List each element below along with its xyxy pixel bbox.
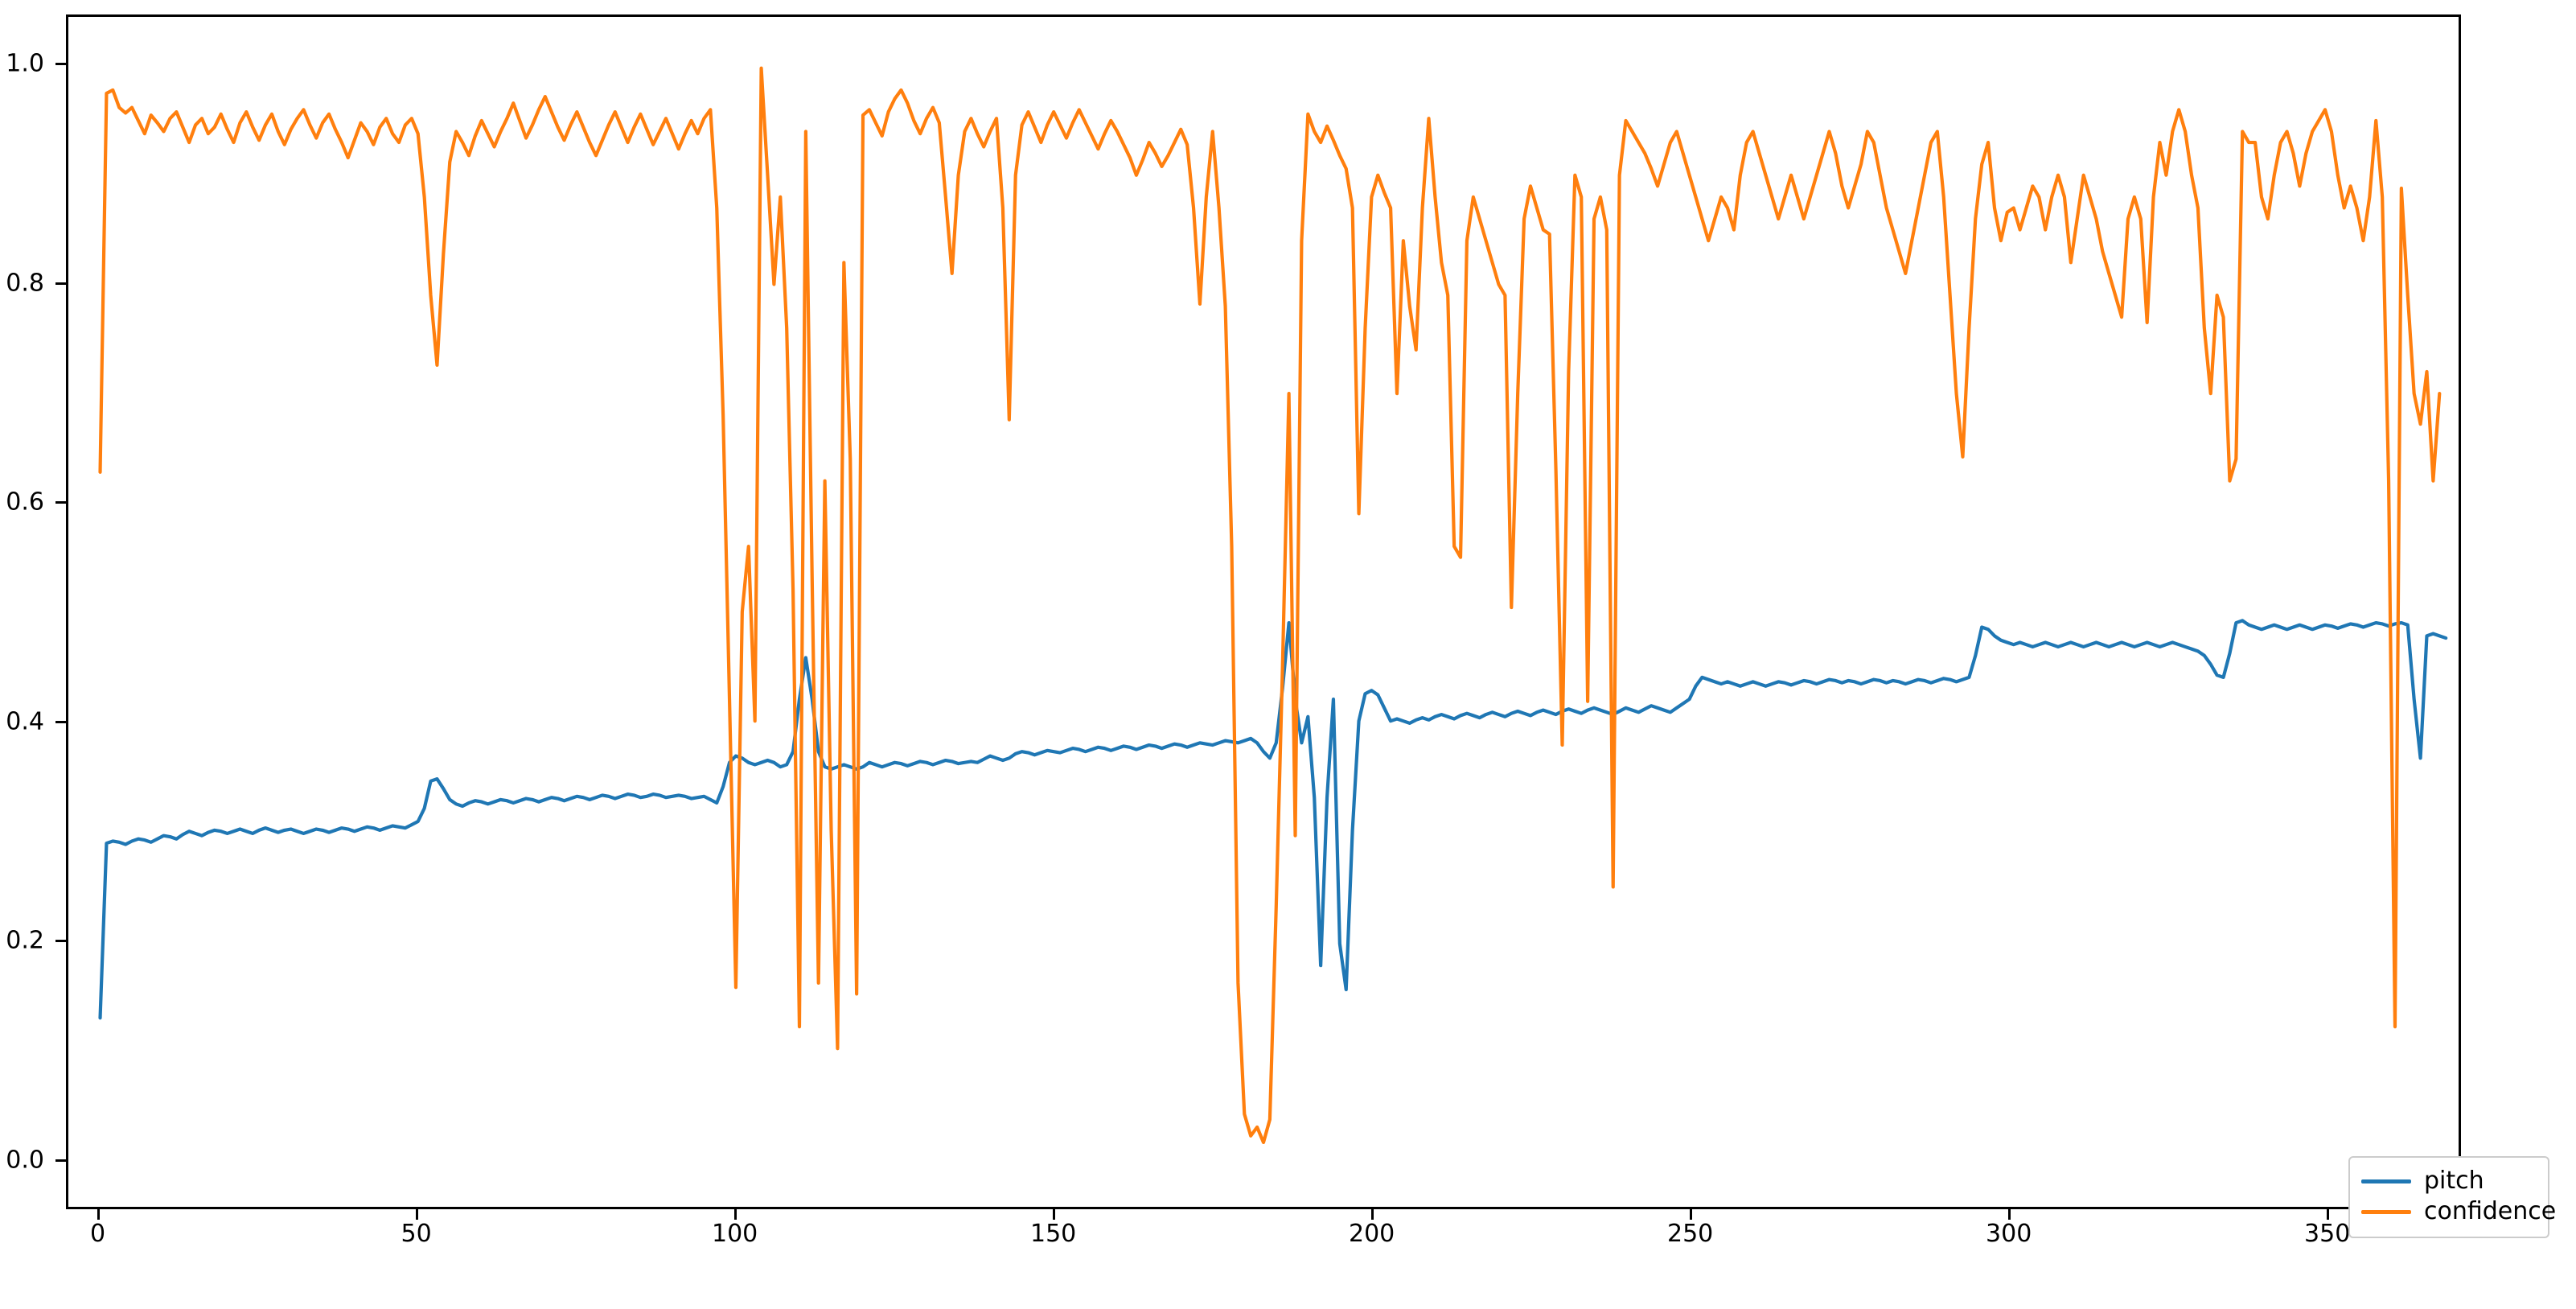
- y-axis-tick-label: 0.2: [6, 926, 44, 955]
- y-axis-tick-mark: [55, 501, 66, 504]
- x-axis-tick-mark: [415, 1209, 418, 1220]
- legend-label: pitch: [2424, 1167, 2484, 1195]
- x-axis-tick-mark: [733, 1209, 737, 1220]
- x-axis-tick-label: 250: [1667, 1220, 1714, 1248]
- y-axis-tick-label: 0.8: [6, 269, 44, 298]
- x-axis-tick-mark: [1689, 1209, 1692, 1220]
- x-axis-tick-label: 0: [90, 1220, 106, 1248]
- x-axis-tick-mark: [1052, 1209, 1055, 1220]
- legend-color-swatch-confidence: [2361, 1209, 2411, 1214]
- y-axis-tick-mark: [55, 940, 66, 943]
- plot-axes: [66, 14, 2461, 1209]
- x-axis-tick-label: 300: [1986, 1220, 2032, 1248]
- y-axis-tick-label: 1.0: [6, 49, 44, 78]
- y-axis-tick-mark: [55, 1159, 66, 1162]
- y-axis-tick-label: 0.6: [6, 488, 44, 517]
- y-axis-tick-mark: [55, 282, 66, 285]
- x-axis-tick-label: 350: [2304, 1220, 2351, 1248]
- x-axis-tick-label: 100: [711, 1220, 758, 1248]
- series-group: [98, 66, 2448, 1145]
- legend-entry-confidence[interactable]: confidence: [2361, 1196, 2556, 1227]
- legend-box: pitch confidence: [2348, 1156, 2556, 1238]
- legend-color-swatch-pitch: [2361, 1179, 2411, 1183]
- y-axis-tick-label: 0.4: [6, 707, 44, 736]
- x-axis-tick-mark: [1370, 1209, 1374, 1220]
- series-line-pitch: [98, 619, 2448, 1020]
- x-axis-tick-label: 50: [401, 1220, 432, 1248]
- y-axis-tick-mark: [55, 720, 66, 723]
- x-axis-tick-mark: [2007, 1209, 2011, 1220]
- y-axis-tick-mark: [55, 63, 66, 66]
- legend-entry-pitch[interactable]: pitch: [2361, 1166, 2537, 1196]
- line-plot-svg: [98, 66, 2448, 1145]
- series-line-confidence: [98, 66, 2442, 1145]
- x-axis-tick-label: 200: [1349, 1220, 1395, 1248]
- x-axis-tick-label: 150: [1029, 1220, 1077, 1248]
- x-axis-tick-mark: [97, 1209, 100, 1220]
- legend-label: confidence: [2424, 1197, 2557, 1225]
- y-axis-tick-label: 0.0: [6, 1146, 44, 1175]
- x-axis-tick-mark: [2326, 1209, 2329, 1220]
